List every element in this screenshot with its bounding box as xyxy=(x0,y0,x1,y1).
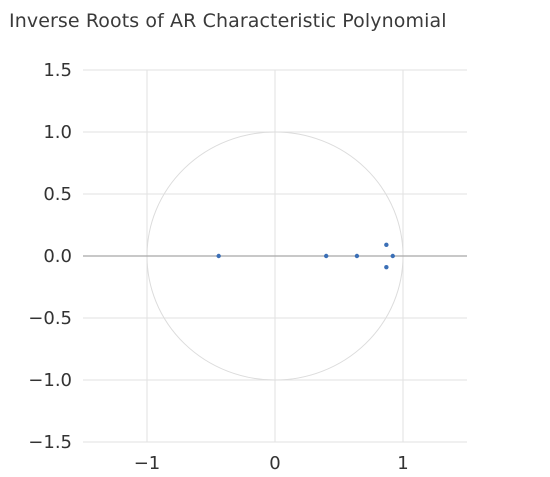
y-tick-label: −0.5 xyxy=(28,308,72,329)
y-tick-label: 1.5 xyxy=(43,60,72,81)
root-point xyxy=(216,253,221,259)
y-tick-label: −1.5 xyxy=(28,432,72,453)
y-tick-label: 1.0 xyxy=(43,122,72,143)
x-tick-labels: −1 0 1 xyxy=(134,453,409,474)
root-point xyxy=(384,264,389,270)
chart-title: Inverse Roots of AR Characteristic Polyn… xyxy=(9,10,447,32)
x-tick-label: −1 xyxy=(134,453,161,474)
root-point xyxy=(390,253,395,259)
y-tick-label: 0.0 xyxy=(43,246,72,267)
x-tick-label: 0 xyxy=(269,453,280,474)
points-layer xyxy=(216,242,395,270)
y-tick-label: −1.0 xyxy=(28,370,72,391)
y-tick-label: 0.5 xyxy=(43,184,72,205)
root-point xyxy=(354,253,360,259)
root-point xyxy=(324,253,329,259)
x-tick-label: 1 xyxy=(397,453,408,474)
y-tick-labels: 1.5 1.0 0.5 0.0 −0.5 −1.0 −1.5 xyxy=(28,60,72,453)
root-point xyxy=(384,242,389,248)
